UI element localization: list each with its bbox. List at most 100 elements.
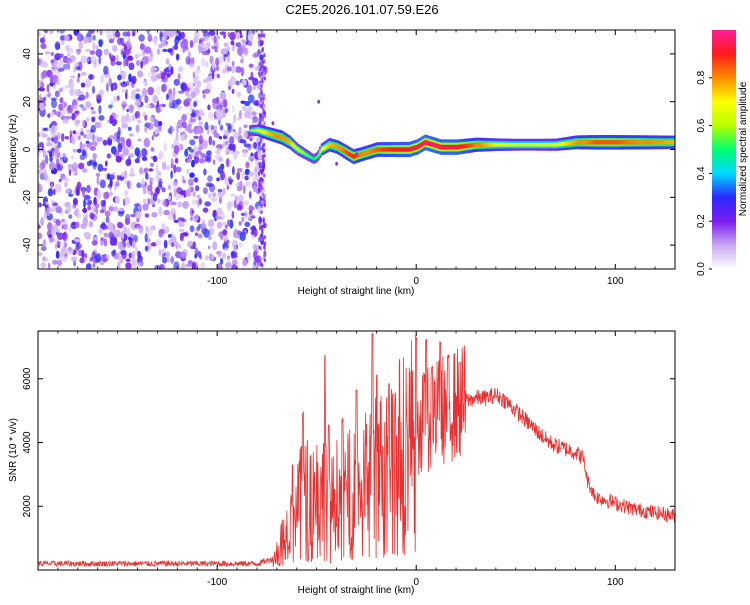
noise-speckle	[262, 148, 265, 153]
noise-speckle	[49, 74, 54, 84]
noise-speckle	[90, 56, 97, 63]
noise-speckle	[158, 206, 163, 216]
noise-speckle	[258, 245, 261, 250]
ridge-cell	[277, 134, 280, 139]
noise-speckle	[125, 262, 132, 269]
noise-speckle	[216, 207, 223, 216]
noise-speckle	[221, 247, 229, 251]
noise-speckle	[217, 262, 222, 269]
noise-speckle	[152, 193, 158, 202]
noise-speckle	[241, 79, 247, 86]
ridge-core	[350, 154, 353, 157]
ridge-cell	[650, 140, 653, 145]
noise-speckle	[156, 185, 163, 190]
noise-speckle	[82, 168, 88, 173]
noise-speckle	[66, 105, 73, 114]
noise-speckle	[202, 46, 208, 52]
noise-speckle	[144, 95, 149, 104]
noise-speckle	[86, 128, 90, 134]
snr-x-tick-label: 0	[413, 577, 419, 588]
noise-speckle	[173, 138, 180, 148]
noise-speckle	[101, 167, 108, 171]
noise-speckle	[211, 192, 217, 197]
noise-speckle	[69, 47, 74, 54]
noise-speckle	[98, 55, 101, 65]
noise-speckle	[207, 111, 214, 121]
snr-x-axis-label: Height of straight line (km)	[298, 585, 415, 596]
ridge-cell	[510, 143, 513, 147]
noise-speckle	[116, 95, 120, 101]
ridge-cell	[257, 128, 260, 133]
ridge-cell	[669, 140, 672, 145]
noise-speckle	[223, 34, 226, 39]
noise-speckle	[52, 202, 58, 206]
noise-speckle	[252, 244, 258, 251]
ridge-cell	[651, 140, 655, 145]
noise-speckle	[180, 135, 185, 142]
ridge-cell	[558, 142, 561, 147]
noise-speckle	[111, 44, 118, 52]
noise-speckle	[191, 262, 197, 269]
ridge-cell	[648, 140, 651, 145]
noise-speckle	[152, 94, 159, 104]
noise-speckle	[163, 209, 170, 216]
noise-speckle	[125, 91, 128, 100]
noise-speckle	[226, 157, 229, 168]
noise-speckle	[117, 241, 123, 250]
ridge-core	[373, 149, 375, 152]
noise-speckle	[192, 241, 196, 250]
spectrogram-y-tick-label: 20	[22, 96, 33, 108]
noise-speckle	[76, 77, 80, 83]
noise-speckle	[216, 221, 223, 229]
spectrogram-y-tick-label: -20	[22, 190, 33, 205]
ridge-core	[457, 145, 460, 149]
noise-speckle	[200, 153, 206, 159]
noise-speckle	[130, 95, 136, 100]
noise-speckle	[114, 195, 120, 205]
noise-speckle	[215, 57, 220, 67]
ridge-cell	[298, 148, 301, 153]
noise-speckle	[231, 121, 234, 131]
noise-speckle	[121, 88, 125, 93]
ridge-cell	[292, 143, 295, 147]
ridge-core	[357, 153, 360, 157]
noise-speckle	[99, 30, 103, 36]
noise-speckle	[223, 98, 228, 109]
noise-speckle	[59, 87, 64, 93]
noise-speckle	[177, 106, 182, 111]
noise-speckle	[139, 167, 143, 175]
noise-speckle	[38, 87, 45, 92]
ridge-cell	[330, 143, 333, 148]
noise-speckle	[261, 154, 265, 159]
noise-speckle	[57, 141, 62, 149]
ridge-cell	[527, 143, 530, 147]
noise-speckle	[57, 259, 63, 267]
noise-speckle	[59, 158, 64, 167]
ridge-core	[605, 141, 608, 144]
noise-speckle	[88, 142, 95, 146]
noise-speckle	[144, 114, 148, 121]
noise-speckle	[47, 262, 51, 269]
noise-speckle	[189, 139, 196, 146]
noise-speckle	[193, 135, 199, 139]
noise-speckle	[185, 189, 192, 197]
noise-speckle	[98, 39, 103, 47]
noise-speckle	[154, 128, 160, 135]
ridge-core	[452, 145, 455, 149]
noise-speckle	[226, 54, 231, 64]
ridge-cell	[561, 142, 564, 146]
noise-speckle	[50, 148, 55, 152]
noise-speckle	[241, 105, 247, 111]
ridge-cell	[546, 143, 549, 147]
noise-speckle	[240, 59, 244, 64]
noise-speckle	[65, 57, 72, 64]
noise-speckle	[259, 255, 262, 260]
noise-speckle	[253, 257, 257, 266]
noise-speckle	[125, 158, 132, 167]
noise-speckle	[189, 63, 195, 69]
noise-speckle	[182, 179, 186, 184]
noise-speckle	[106, 82, 109, 93]
ridge-cell	[335, 144, 338, 149]
noise-speckle	[57, 67, 65, 72]
noise-speckle	[46, 137, 51, 142]
